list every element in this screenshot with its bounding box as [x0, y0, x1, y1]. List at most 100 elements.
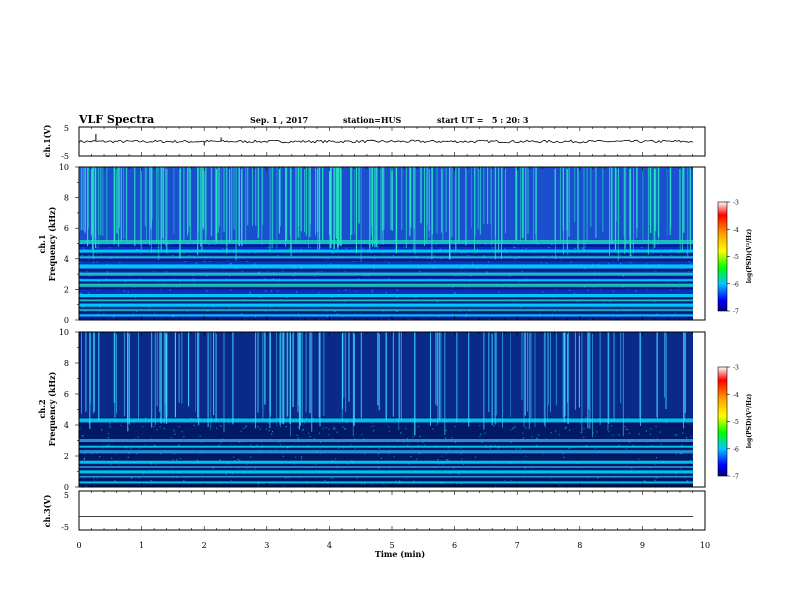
spectral-noise	[583, 428, 585, 430]
spectral-noise	[525, 455, 527, 457]
time-axis-tick-label: 9	[640, 541, 645, 550]
spectral-noise	[357, 277, 360, 280]
spectral-noise	[189, 255, 191, 257]
ch3-voltage-panel: ch.3(V) 5 -5 0 1 2 3 4 5 6 7 8 9 10 Time (min)	[42, 490, 710, 559]
colorbar-tick-label: -4	[733, 392, 739, 399]
spectral-noise	[415, 297, 417, 299]
spectral-noise	[622, 275, 624, 277]
spectral-noise	[555, 430, 557, 432]
spectral-noise	[105, 278, 107, 280]
spectral-noise	[529, 422, 531, 424]
spectral-noise	[377, 453, 380, 455]
ch1-colorbar-scale	[717, 201, 728, 312]
frequency-tick-label: 2	[64, 452, 69, 461]
spectral-noise	[184, 260, 186, 263]
spectral-noise	[293, 463, 295, 465]
spectral-noise	[550, 432, 552, 434]
spectral-noise	[296, 434, 298, 436]
spectral-noise	[230, 289, 232, 291]
spectral-noise	[286, 296, 288, 298]
spectral-noise	[437, 459, 439, 461]
time-axis-tick-label: 6	[452, 541, 457, 550]
spectral-noise	[106, 445, 108, 447]
ch1-voltage-xticks	[78, 127, 706, 156]
spectral-noise	[408, 463, 410, 465]
spectral-noise	[396, 311, 398, 313]
spectral-noise	[545, 438, 547, 440]
spectral-noise	[99, 456, 101, 458]
no-data-margin	[693, 167, 705, 320]
spectral-noise	[689, 459, 692, 462]
spectral-noise	[520, 306, 522, 308]
spectral-noise	[334, 428, 336, 430]
spectral-noise	[97, 313, 99, 315]
spectral-noise	[609, 300, 611, 302]
spectral-noise	[460, 453, 462, 455]
spectral-noise	[101, 429, 103, 431]
spectral-noise	[512, 428, 514, 430]
spectral-noise	[84, 485, 86, 487]
spectral-noise	[277, 255, 279, 257]
spectral-noise	[328, 428, 330, 430]
spectral-noise	[395, 480, 397, 482]
ch1-colorbar-label: log(PSD)(V²/Hz)	[746, 229, 753, 284]
spectral-noise	[638, 433, 640, 435]
spectral-noise	[228, 463, 230, 465]
spectral-noise	[587, 289, 589, 291]
no-data-margin	[693, 332, 705, 487]
spectral-noise	[192, 255, 195, 257]
spectral-noise	[97, 247, 99, 249]
spectral-noise	[271, 433, 273, 435]
spectral-noise	[509, 275, 511, 277]
spectral-noise	[610, 425, 612, 427]
spectral-noise	[343, 447, 345, 449]
spectral-noise	[407, 444, 409, 446]
spectral-noise	[250, 456, 252, 458]
frequency-tick-label: 0	[64, 483, 69, 492]
spectral-noise	[244, 426, 246, 428]
band-gap	[79, 478, 693, 481]
spectral-noise	[246, 260, 248, 262]
spectral-noise	[493, 425, 495, 427]
spectral-noise	[519, 448, 521, 450]
spectral-noise	[419, 435, 421, 438]
spectral-noise	[469, 310, 471, 312]
spectral-noise	[183, 436, 185, 438]
spectral-noise	[299, 316, 301, 318]
spectral-noise	[458, 473, 460, 475]
ch1-colorbar-ticks: -3 -4 -5 -6 -7	[727, 200, 739, 316]
emission-band	[79, 256, 693, 259]
spectral-noise	[612, 434, 614, 436]
spectral-noise	[88, 292, 90, 294]
spectral-noise	[100, 252, 102, 255]
spectral-noise	[219, 424, 221, 426]
spectral-noise	[138, 477, 140, 479]
spectral-noise	[632, 444, 634, 446]
spectral-noise	[237, 467, 239, 469]
spectral-noise	[577, 301, 579, 303]
spectral-noise	[293, 267, 295, 270]
spectral-noise	[317, 271, 319, 273]
spectral-noise	[93, 477, 95, 479]
spectral-noise	[525, 427, 527, 429]
spectral-noise	[79, 261, 81, 263]
spectral-noise	[267, 246, 270, 248]
spectral-noise	[240, 430, 242, 432]
spectral-noise	[646, 263, 648, 265]
spectral-noise	[159, 417, 161, 419]
band-gap	[79, 287, 693, 290]
spectral-noise	[331, 459, 333, 461]
spectral-noise	[154, 312, 156, 315]
spectral-noise	[641, 247, 643, 249]
spectral-noise	[111, 457, 113, 459]
spectral-noise	[449, 473, 451, 475]
spectral-noise	[393, 456, 395, 458]
spectral-noise	[395, 310, 397, 312]
spectral-noise	[373, 430, 375, 432]
spectral-noise	[681, 444, 683, 446]
spectral-noise	[216, 427, 218, 429]
emission-band	[79, 449, 693, 454]
spectral-noise	[535, 444, 538, 447]
spectral-noise	[416, 458, 418, 460]
spectral-noise	[537, 243, 539, 245]
